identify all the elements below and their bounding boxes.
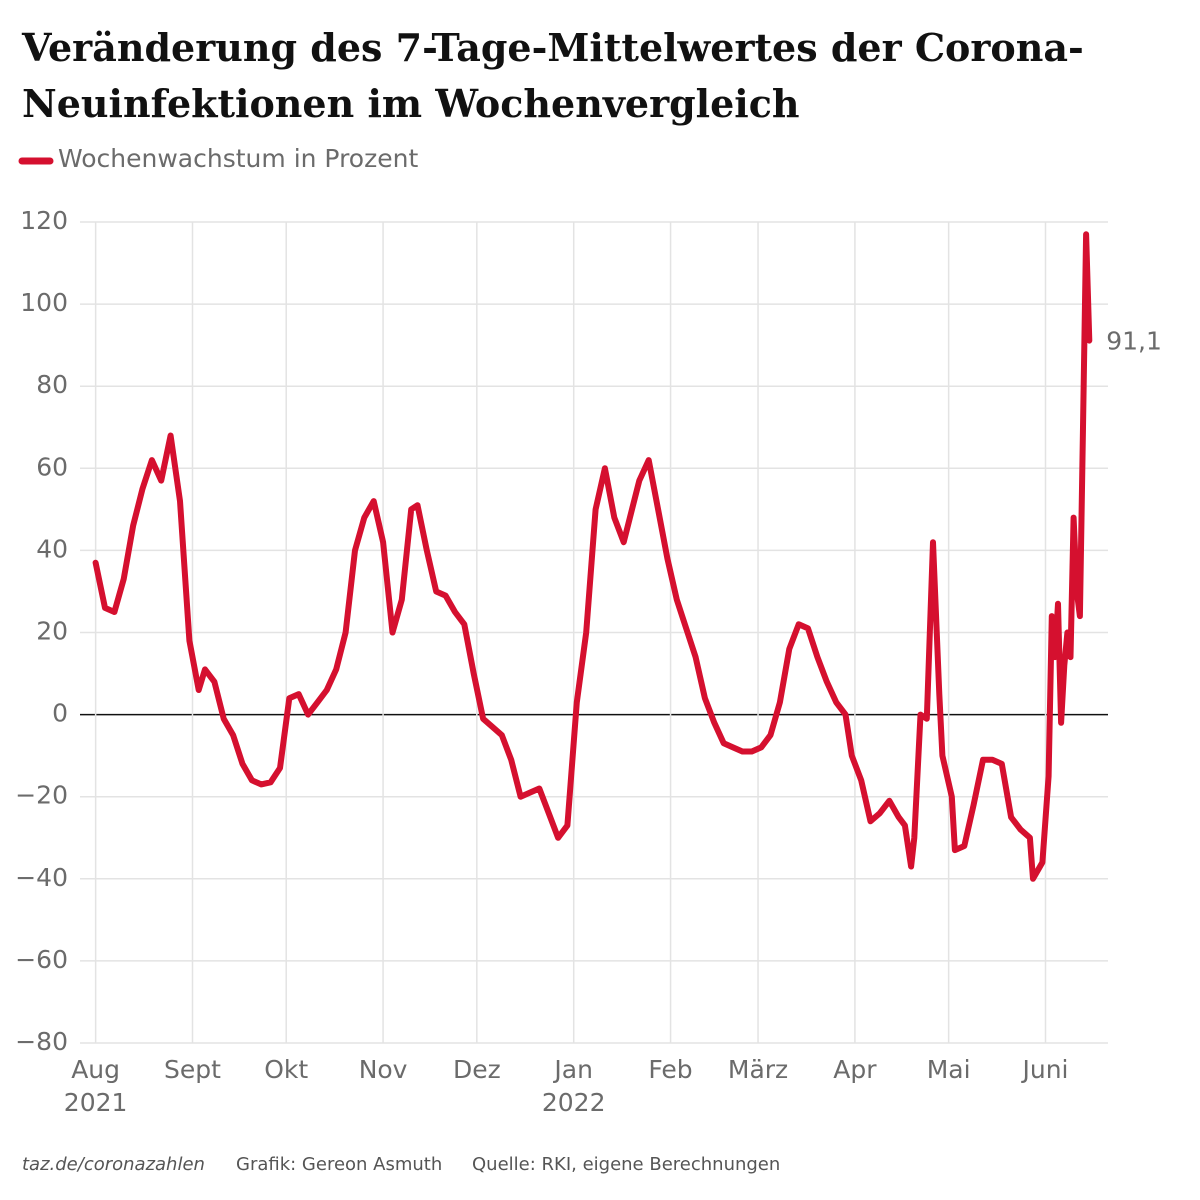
x-tick-label: Dez <box>453 1055 501 1084</box>
legend-label: Wochenwachstum in Prozent <box>58 144 418 173</box>
x-tick-label: Okt <box>264 1055 308 1084</box>
y-tick-label: 60 <box>36 452 68 481</box>
x-tick-label: Aug <box>71 1055 120 1084</box>
x-tick-label: Juni <box>1020 1055 1068 1084</box>
data-line <box>92 231 1093 882</box>
x-tick-label: Nov <box>359 1055 408 1084</box>
footer-source-url: taz.de/coronazahlen <box>22 1154 205 1175</box>
y-tick-label: 40 <box>36 534 68 563</box>
x-tick-label: März <box>728 1055 788 1084</box>
y-tick-label: 20 <box>36 617 68 646</box>
data-label: 91,1 <box>1106 327 1162 356</box>
x-year-label: 2021 <box>64 1088 128 1117</box>
y-tick-label: −20 <box>15 781 68 810</box>
y-tick-label: 0 <box>52 699 68 728</box>
y-tick-label: −60 <box>15 945 68 974</box>
footer-credit: Grafik: Gereon Asmuth <box>236 1154 442 1175</box>
y-tick-label: 120 <box>20 206 68 235</box>
footer-source: Quelle: RKI, eigene Berechnungen <box>472 1154 780 1175</box>
x-tick-label: Mai <box>927 1055 971 1084</box>
x-tick-label: Feb <box>648 1055 692 1084</box>
x-tick-label: Apr <box>833 1055 877 1084</box>
y-tick-label: 80 <box>36 370 68 399</box>
y-tick-label: 100 <box>20 288 68 317</box>
y-tick-label: −80 <box>15 1027 68 1056</box>
y-tick-label: −40 <box>15 863 68 892</box>
chart-title: Veränderung des 7-Tage-Mittelwertes der … <box>22 25 1084 126</box>
x-year-label: 2022 <box>542 1088 606 1117</box>
x-tick-label: Sept <box>164 1055 221 1084</box>
x-tick-label: Jan <box>552 1055 593 1084</box>
